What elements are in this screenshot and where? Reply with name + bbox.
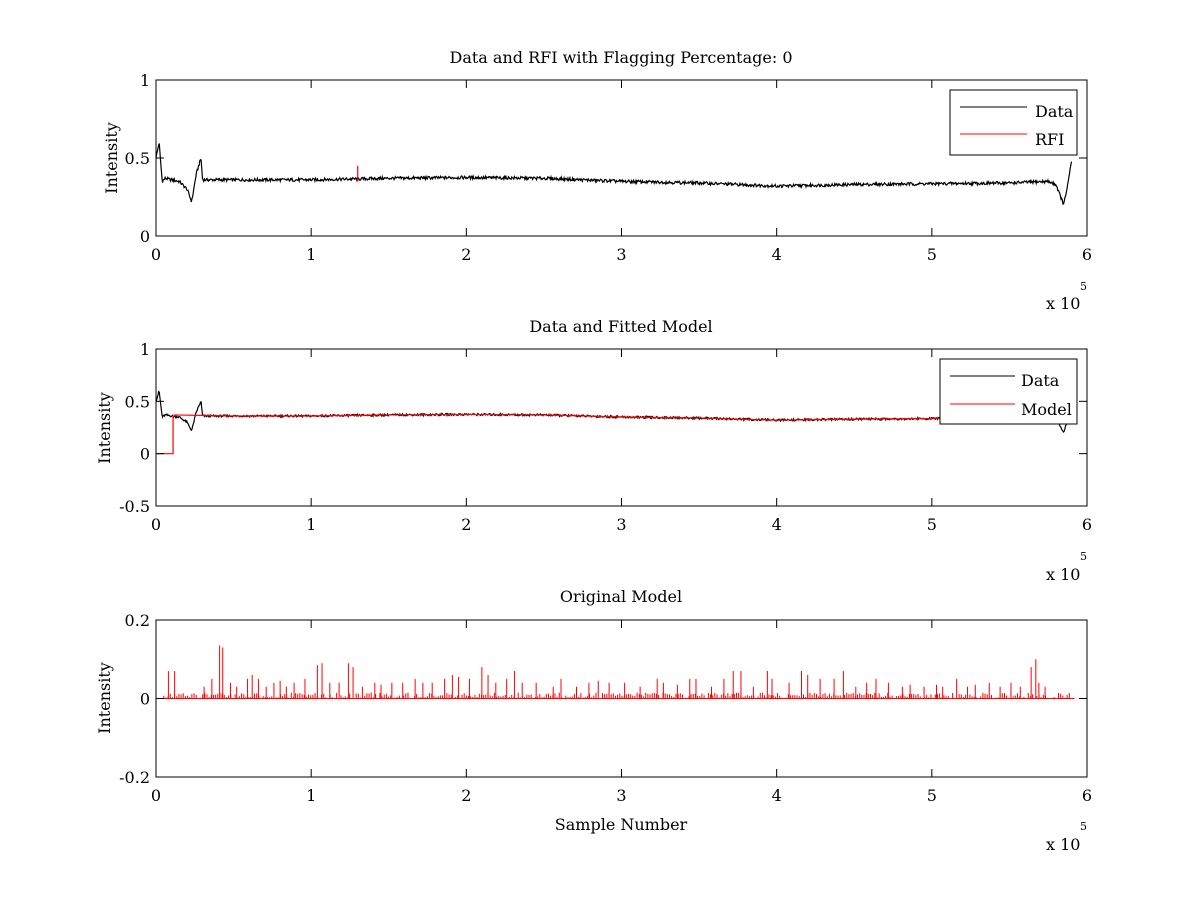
y-tick-label: -0.5 xyxy=(119,497,150,516)
x-tick-label: 3 xyxy=(616,245,626,264)
subplot-3-x-exponent-power: 5 xyxy=(1080,820,1087,833)
subplot-3-plot-area xyxy=(159,645,1075,699)
subplot-1-legend-label-rfi: RFI xyxy=(1035,130,1064,149)
x-tick-label: 4 xyxy=(772,245,782,264)
subplot-3-title: Original Model xyxy=(560,587,682,606)
model-minor-spikes xyxy=(163,692,1070,699)
y-tick-label: 1 xyxy=(140,340,150,359)
x-tick-label: 0 xyxy=(151,245,161,264)
y-tick-label: 0 xyxy=(140,445,150,464)
x-tick-label: 2 xyxy=(461,515,471,534)
y-tick-label: 0.5 xyxy=(125,149,150,168)
subplot-1-ticks: 0 1 2 3 4 5 6 0 0.5 1 xyxy=(125,71,1093,264)
x-tick-label: 6 xyxy=(1082,515,1092,534)
subplot-2-plot-area xyxy=(155,390,1073,455)
subplot-2-legend-label-model: Model xyxy=(1021,400,1072,419)
x-tick-label: 5 xyxy=(927,515,937,534)
subplot-1-plot-area xyxy=(155,143,1073,206)
x-tick-label: 1 xyxy=(306,786,316,805)
subplot-2-x-exponent: x 10 xyxy=(1046,565,1080,584)
x-tick-label: 4 xyxy=(772,515,782,534)
subplot-1-legend: Data RFI xyxy=(949,89,1078,156)
x-tick-label: 5 xyxy=(927,786,937,805)
subplot-2: Data and Fitted Model 0 1 2 3 4 5 6-0.500.51 I… xyxy=(95,317,1092,584)
x-tick-label: 6 xyxy=(1082,245,1092,264)
y-tick-label: -0.2 xyxy=(119,768,150,787)
y-tick-label: 0.2 xyxy=(125,611,150,630)
subplot-2-title: Data and Fitted Model xyxy=(529,317,712,336)
x-tick-label: 5 xyxy=(927,245,937,264)
subplot-1-legend-label-data: Data xyxy=(1035,102,1074,121)
x-tick-label: 3 xyxy=(616,515,626,534)
x-tick-label: 0 xyxy=(151,786,161,805)
x-tick-label: 2 xyxy=(461,245,471,264)
subplot-2-ylabel: Intensity xyxy=(95,392,114,464)
x-tick-label: 6 xyxy=(1082,786,1092,805)
subplot-3-ylabel: Intensity xyxy=(95,662,114,734)
x-tick-label: 4 xyxy=(772,786,782,805)
y-tick-label: 0 xyxy=(140,690,150,709)
subplot-3-x-exponent: x 10 xyxy=(1046,835,1080,854)
subplot-2-legend-box xyxy=(939,358,1078,425)
subplot-1-legend-box xyxy=(949,89,1078,156)
x-tick-label: 1 xyxy=(306,245,316,264)
subplot-1-x-exponent: x 10 xyxy=(1046,294,1080,313)
x-tick-label: 0 xyxy=(151,515,161,534)
subplot-3-ticks: 0 1 2 3 4 5 6-0.200.2 xyxy=(119,611,1092,805)
subplot-2-ticks: 0 1 2 3 4 5 6-0.500.51 xyxy=(119,340,1092,534)
series-data-line xyxy=(155,143,1073,206)
subplot-1-title: Data and RFI with Flagging Percentage: 0 xyxy=(449,48,792,67)
series-model-line xyxy=(156,413,1072,455)
subplot-3-xlabel: Sample Number xyxy=(555,815,688,834)
subplot-1: Data and RFI with Flagging Percentage: 0… xyxy=(102,48,1092,313)
x-tick-label: 1 xyxy=(306,515,316,534)
y-tick-label: 0.5 xyxy=(125,392,150,411)
subplot-3: Original Model 0 1 2 3 4 5 6-0.200.2 Intensity… xyxy=(95,587,1092,854)
subplot-2-legend: Data Model xyxy=(939,358,1078,425)
y-tick-label: 1 xyxy=(140,71,150,90)
subplot-2-x-exponent-power: 5 xyxy=(1080,550,1087,563)
x-tick-label: 2 xyxy=(461,786,471,805)
y-tick-label: 0 xyxy=(140,227,150,246)
subplot-2-legend-label-data: Data xyxy=(1021,371,1060,390)
subplot-1-x-exponent-power: 5 xyxy=(1080,280,1087,293)
x-tick-label: 3 xyxy=(616,786,626,805)
subplot-1-ylabel: Intensity xyxy=(102,122,121,194)
